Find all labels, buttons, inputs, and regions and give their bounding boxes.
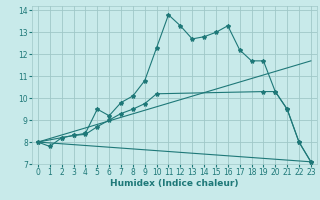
X-axis label: Humidex (Indice chaleur): Humidex (Indice chaleur) xyxy=(110,179,239,188)
